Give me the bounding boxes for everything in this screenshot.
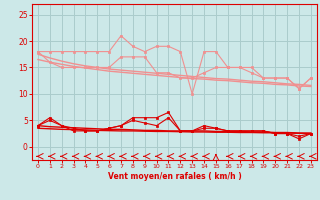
X-axis label: Vent moyen/en rafales ( km/h ): Vent moyen/en rafales ( km/h ) [108,172,241,181]
